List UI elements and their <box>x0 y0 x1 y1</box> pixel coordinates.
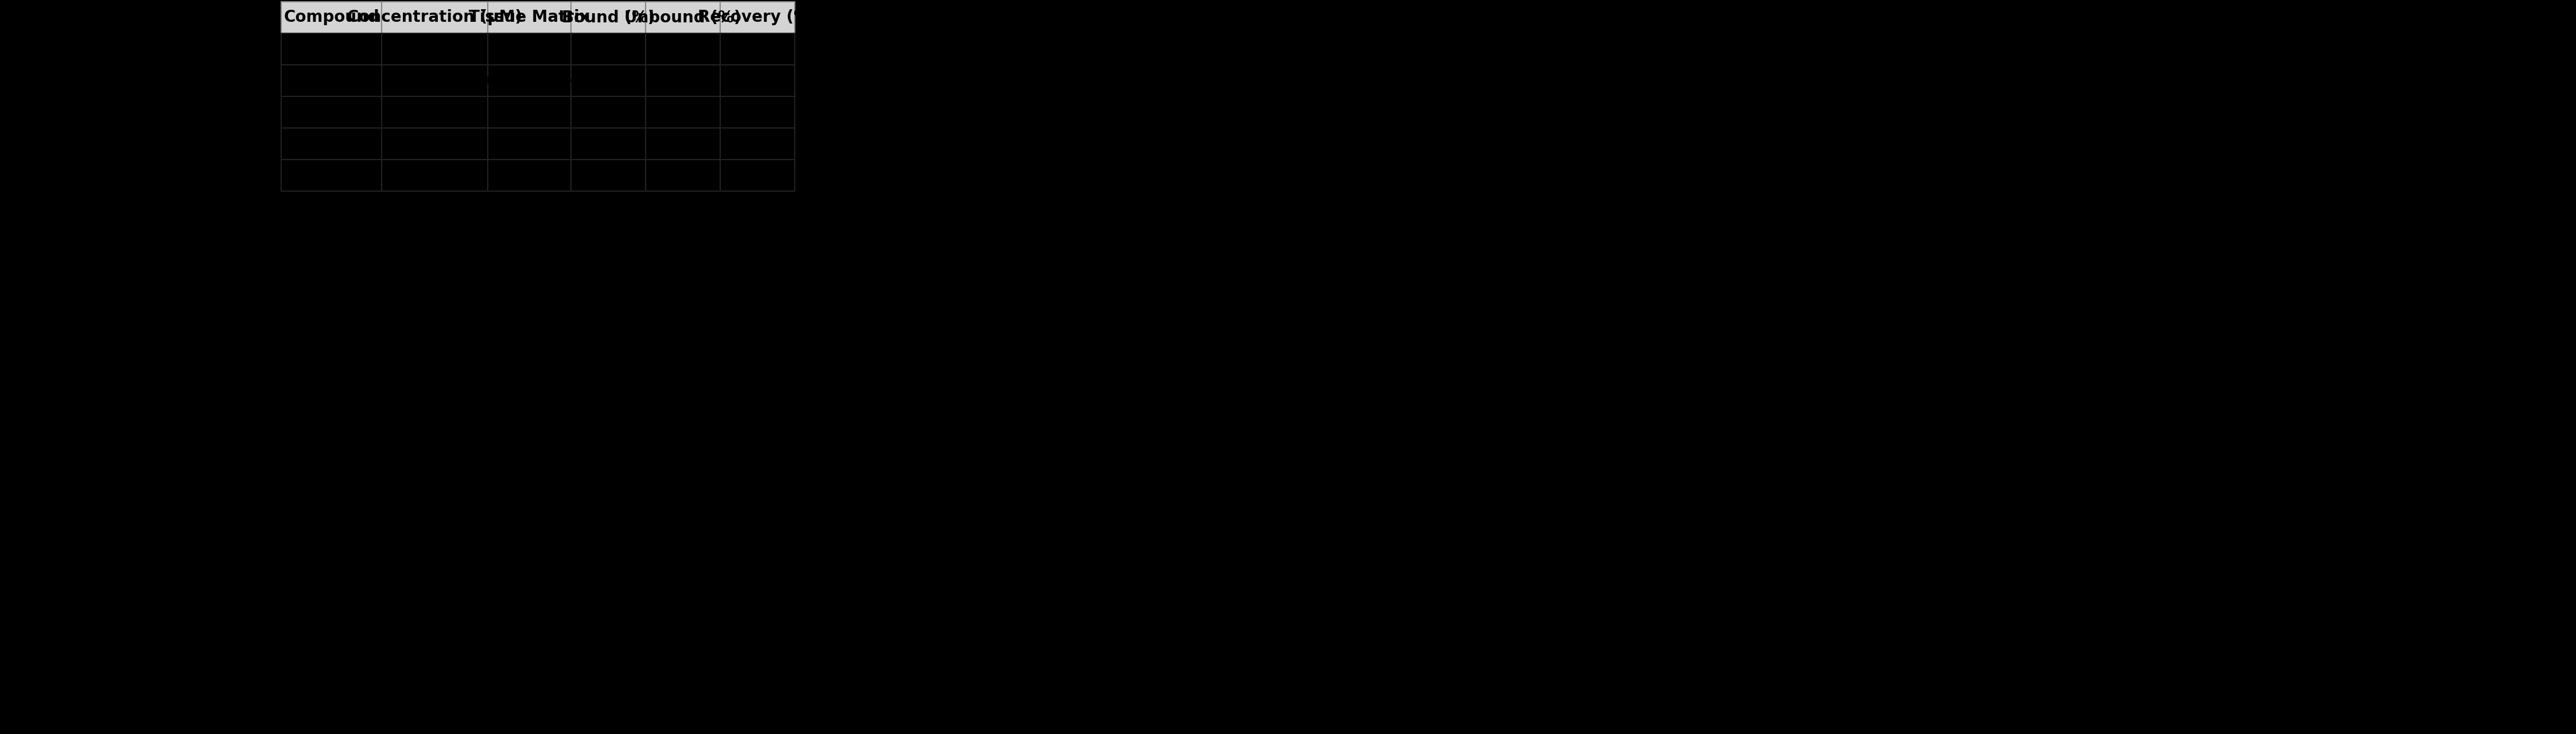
Text: Duloxetine: Duloxetine <box>294 73 371 87</box>
Text: 4.0: 4.0 <box>672 42 696 56</box>
Bar <box>647 96 721 128</box>
Text: Bound (%): Bound (%) <box>562 10 654 26</box>
Bar <box>381 96 487 128</box>
Text: 1: 1 <box>430 137 440 150</box>
Bar <box>721 128 796 159</box>
Bar <box>572 33 647 65</box>
Text: Concentration (μM): Concentration (μM) <box>348 10 523 26</box>
Bar <box>647 128 721 159</box>
Text: Recovery (%): Recovery (%) <box>698 10 817 26</box>
Bar <box>487 33 572 65</box>
Bar <box>281 65 381 96</box>
Text: 103.7: 103.7 <box>737 168 778 182</box>
Text: Rat Plasma: Rat Plasma <box>489 105 569 119</box>
Text: 11.1: 11.1 <box>667 137 698 150</box>
Bar <box>647 33 721 65</box>
Bar <box>381 1 487 33</box>
Text: Compound: Compound <box>283 10 379 26</box>
Text: 73.7: 73.7 <box>667 105 698 119</box>
Bar <box>647 159 721 191</box>
Bar <box>281 96 381 128</box>
Text: 1: 1 <box>430 42 440 56</box>
Bar <box>572 1 647 33</box>
Bar <box>721 65 796 96</box>
Text: 96.0: 96.0 <box>592 42 623 56</box>
Bar <box>572 159 647 191</box>
Text: 95.3: 95.3 <box>742 105 773 119</box>
Bar <box>487 65 572 96</box>
Bar <box>721 33 796 65</box>
Text: Rat Plasma: Rat Plasma <box>489 137 569 150</box>
Text: 26.3: 26.3 <box>592 105 623 119</box>
Bar <box>721 96 796 128</box>
Text: 1: 1 <box>430 168 440 182</box>
Text: 116.9: 116.9 <box>737 73 778 87</box>
Text: Acebutolol: Acebutolol <box>294 105 368 119</box>
Bar <box>281 128 381 159</box>
Bar <box>572 128 647 159</box>
Text: Tissue Matrix: Tissue Matrix <box>469 10 590 26</box>
Bar <box>572 96 647 128</box>
Text: 88.9: 88.9 <box>592 137 623 150</box>
Bar <box>381 159 487 191</box>
Bar <box>281 1 381 33</box>
Bar <box>647 1 721 33</box>
Text: Unbound (%): Unbound (%) <box>623 10 742 26</box>
Text: Duloxetine: Duloxetine <box>294 42 371 56</box>
Bar <box>281 33 381 65</box>
Text: 94.5: 94.5 <box>592 73 623 87</box>
Bar <box>487 159 572 191</box>
Bar <box>647 65 721 96</box>
Text: Rat Plasma: Rat Plasma <box>489 168 569 182</box>
Text: 114.8: 114.8 <box>737 42 778 56</box>
Text: 1: 1 <box>430 73 440 87</box>
Bar <box>487 128 572 159</box>
Text: Rat Brain Homogenate: Rat Brain Homogenate <box>448 73 611 87</box>
Bar <box>487 1 572 33</box>
Bar <box>721 159 796 191</box>
Text: 1: 1 <box>430 105 440 119</box>
Text: 0.8: 0.8 <box>672 168 696 182</box>
Text: Quinidine: Quinidine <box>296 137 366 150</box>
Bar <box>721 1 796 33</box>
Text: 99.2: 99.2 <box>592 168 623 182</box>
Bar <box>572 65 647 96</box>
Bar <box>381 65 487 96</box>
Text: 5.5: 5.5 <box>672 73 693 87</box>
Bar <box>381 33 487 65</box>
Text: Warfarin: Warfarin <box>301 168 361 182</box>
Text: 106.2: 106.2 <box>737 137 778 150</box>
Bar <box>487 96 572 128</box>
Bar <box>281 159 381 191</box>
Text: Rat Plasma: Rat Plasma <box>489 42 569 56</box>
Bar <box>381 128 487 159</box>
